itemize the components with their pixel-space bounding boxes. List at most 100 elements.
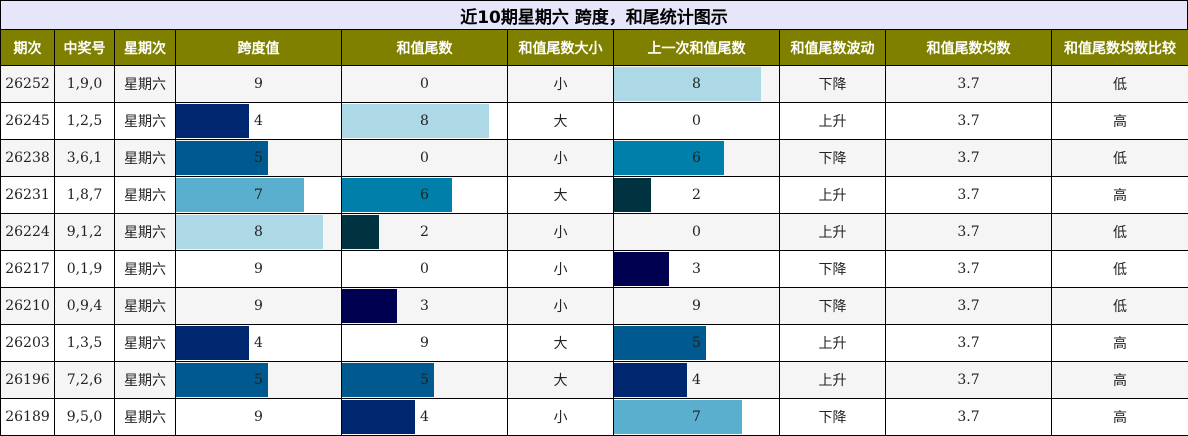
cell-span: 5 (175, 361, 342, 399)
header-weekday: 星期次 (114, 29, 176, 66)
cell-size: 大 (507, 324, 614, 362)
cell-weekday: 星期六 (114, 287, 176, 325)
cell-value: 3 (420, 298, 429, 314)
cell-prev-tail: 6 (613, 139, 780, 177)
cell-trend: 上升 (779, 102, 886, 140)
cell-value: 5 (254, 372, 263, 388)
cell-tail: 6 (341, 176, 508, 214)
header-row: 期次 中奖号 星期次 跨度值 和值尾数 和值尾数大小 上一次和值尾数 和值尾数波… (0, 29, 1188, 66)
value-bar (614, 363, 688, 397)
cell-trend: 下降 (779, 65, 886, 103)
cell-value: 0 (420, 261, 429, 277)
cell-weekday: 星期六 (114, 213, 176, 251)
cell-prev-tail: 8 (613, 65, 780, 103)
cell-trend: 上升 (779, 324, 886, 362)
cell-span: 9 (175, 65, 342, 103)
cell-tail: 0 (341, 250, 508, 288)
value-bar (176, 363, 268, 397)
cell-span: 8 (175, 213, 342, 251)
cell-period: 26217 (0, 250, 55, 288)
cell-span: 9 (175, 398, 342, 436)
value-bar (176, 326, 250, 360)
cell-avg: 3.7 (885, 176, 1052, 214)
cell-avg: 3.7 (885, 102, 1052, 140)
value-bar (614, 178, 651, 212)
table-row: 26252 1,9,0 星期六 9 0 小 8 下降 3.7 低 (0, 65, 1188, 103)
cell-value: 8 (420, 113, 429, 129)
cell-size: 小 (507, 398, 614, 436)
cell-span: 7 (175, 176, 342, 214)
value-bar (342, 178, 452, 212)
cell-value: 0 (420, 150, 429, 166)
cell-tail: 4 (341, 398, 508, 436)
value-bar (342, 363, 434, 397)
cell-value: 4 (254, 335, 263, 351)
cell-avg: 3.7 (885, 324, 1052, 362)
cell-tail: 5 (341, 361, 508, 399)
page-title: 近10期星期六 跨度，和尾统计图示 (0, 0, 1188, 30)
cell-period: 26245 (0, 102, 55, 140)
cell-avg: 3.7 (885, 398, 1052, 436)
value-bar (176, 141, 268, 175)
cell-value: 9 (254, 409, 263, 425)
cell-value: 9 (254, 298, 263, 314)
cell-trend: 下降 (779, 139, 886, 177)
cell-value: 2 (692, 187, 701, 203)
table-row: 26217 0,1,9 星期六 9 0 小 3 下降 3.7 低 (0, 250, 1188, 288)
header-avg: 和值尾数均数 (885, 29, 1052, 66)
cell-prev-tail: 5 (613, 324, 780, 362)
cell-size: 大 (507, 102, 614, 140)
cell-weekday: 星期六 (114, 65, 176, 103)
cell-trend: 上升 (779, 361, 886, 399)
cell-trend: 上升 (779, 213, 886, 251)
cell-prev-tail: 7 (613, 398, 780, 436)
cell-compare: 低 (1051, 287, 1188, 325)
cell-avg: 3.7 (885, 65, 1052, 103)
value-bar (176, 215, 323, 249)
cell-compare: 低 (1051, 139, 1188, 177)
table-row: 26245 1,2,5 星期六 4 8 大 0 上升 3.7 高 (0, 102, 1188, 140)
value-bar (614, 141, 724, 175)
cell-prev-tail: 0 (613, 102, 780, 140)
cell-value: 5 (420, 372, 429, 388)
cell-period: 26210 (0, 287, 55, 325)
table-row: 26210 0,9,4 星期六 9 3 小 9 下降 3.7 低 (0, 287, 1188, 325)
value-bar (176, 104, 250, 138)
cell-value: 0 (692, 224, 701, 240)
cell-avg: 3.7 (885, 139, 1052, 177)
cell-value: 9 (692, 298, 701, 314)
cell-value: 7 (692, 409, 701, 425)
table-row: 26231 1,8,7 星期六 7 6 大 2 上升 3.7 高 (0, 176, 1188, 214)
cell-period: 26231 (0, 176, 55, 214)
value-bar (614, 326, 706, 360)
cell-prev-tail: 3 (613, 250, 780, 288)
cell-compare: 高 (1051, 324, 1188, 362)
cell-value: 9 (420, 335, 429, 351)
cell-span: 4 (175, 324, 342, 362)
cell-tail: 9 (341, 324, 508, 362)
cell-size: 大 (507, 176, 614, 214)
cell-size: 小 (507, 250, 614, 288)
header-span: 跨度值 (175, 29, 342, 66)
stats-table: 期次 中奖号 星期次 跨度值 和值尾数 和值尾数大小 上一次和值尾数 和值尾数波… (0, 29, 1188, 436)
cell-size: 小 (507, 287, 614, 325)
cell-weekday: 星期六 (114, 139, 176, 177)
cell-compare: 高 (1051, 176, 1188, 214)
cell-weekday: 星期六 (114, 398, 176, 436)
cell-tail: 3 (341, 287, 508, 325)
cell-value: 6 (692, 150, 701, 166)
cell-value: 8 (254, 224, 263, 240)
cell-trend: 下降 (779, 250, 886, 288)
cell-compare: 低 (1051, 250, 1188, 288)
cell-period: 26196 (0, 361, 55, 399)
cell-numbers: 1,2,5 (54, 102, 115, 140)
cell-period: 26252 (0, 65, 55, 103)
cell-numbers: 1,8,7 (54, 176, 115, 214)
header-period: 期次 (0, 29, 55, 66)
value-bar (342, 400, 416, 434)
cell-tail: 8 (341, 102, 508, 140)
cell-span: 4 (175, 102, 342, 140)
table-row: 26203 1,3,5 星期六 4 9 大 5 上升 3.7 高 (0, 324, 1188, 362)
cell-value: 4 (254, 113, 263, 129)
